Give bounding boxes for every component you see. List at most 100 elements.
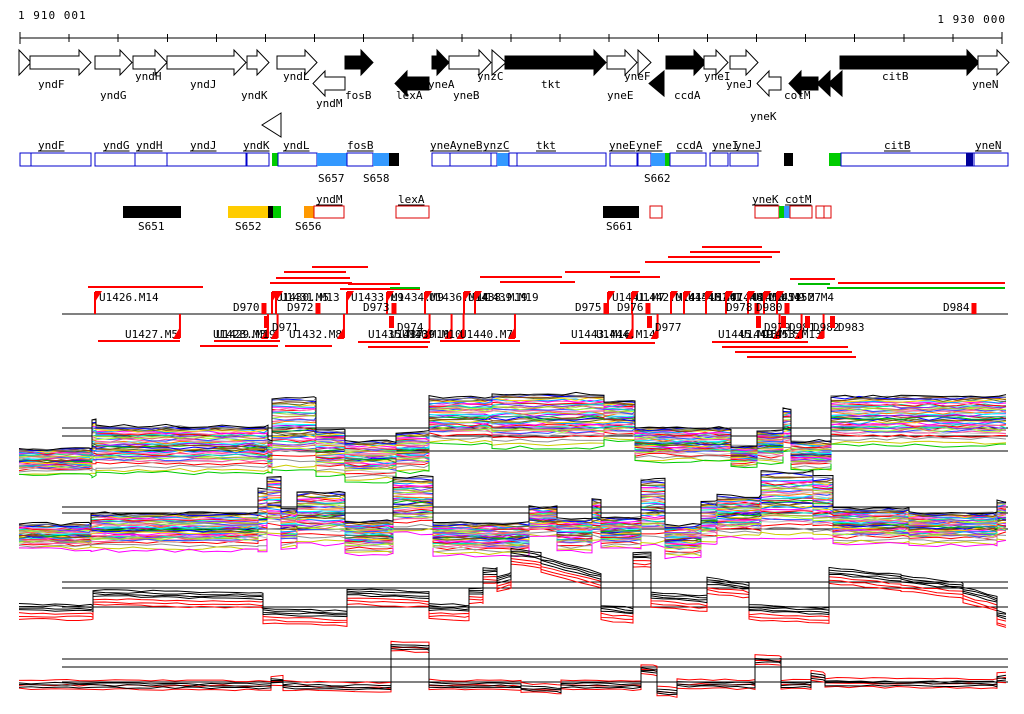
gene-label-yndL[interactable]: yndL [283,70,310,83]
feature-box[interactable] [268,206,273,218]
feature-box[interactable] [273,206,281,218]
region-box[interactable] [508,152,518,167]
region-box[interactable] [431,152,451,167]
gene-arrow-yneF[interactable] [637,48,652,77]
probe-label-D971[interactable]: D971 [272,321,299,334]
probe-label-U1438.M19[interactable]: U1438.M19 [468,291,528,304]
gene-arrow-ccdA[interactable] [665,48,707,77]
gene-label-yndK[interactable]: yndK [241,89,268,102]
probe-label-U1440.M7[interactable]: U1440.M7 [460,328,513,341]
segment-label-S662[interactable]: S662 [644,172,671,185]
probe-label-U1439.M19[interactable]: U1439.M19 [479,291,539,304]
region-label-yndK[interactable]: yndK [243,139,270,152]
gene-label-yneJ[interactable]: yneJ [726,78,753,91]
probe-label-U1436.M14[interactable]: U1436.M14 [429,291,489,304]
region-box[interactable] [651,153,665,166]
probe-label-U1441.M7[interactable]: U1441.M7 [612,291,665,304]
region-box[interactable] [30,152,92,167]
feature-box[interactable] [395,205,430,219]
gene-label-yneE[interactable]: yneE [607,89,634,102]
region-label-ynzC[interactable]: ynzC [483,139,510,152]
feature-box[interactable] [754,205,780,219]
region-box[interactable] [840,152,975,167]
region-label-yndG[interactable]: yndG [103,139,130,152]
region-label-tkt[interactable]: tkt [536,139,556,152]
probe-label-D975[interactable]: D975 [575,301,602,314]
segment-label-S661[interactable]: S661 [606,220,633,233]
region-label-yneI[interactable]: yneI [712,139,739,152]
feature-box[interactable] [649,205,663,219]
segment-label-S658[interactable]: S658 [363,172,390,185]
probe-label-U1439.M10[interactable]: U1439.M10 [402,328,462,341]
gene-arrow-unlabeled[interactable] [18,48,32,77]
gene-arrow-yneN[interactable] [977,48,1010,77]
gene-label-yneK[interactable]: yneK [750,110,777,123]
gene-arrow-yneB[interactable] [448,48,492,77]
region-label-yndH[interactable]: yndH [136,139,163,152]
segment-label-S657[interactable]: S657 [318,172,345,185]
region-box[interactable] [277,152,318,167]
gene-label-yneA[interactable]: yneA [428,78,455,91]
feature-box[interactable] [784,206,790,218]
gene-arrow-ynzC[interactable] [491,48,507,77]
probe-label-U1434.M9[interactable]: U1434.M9 [391,291,444,304]
gene-label-yndM[interactable]: yndM [316,97,343,110]
probe-label-U1437.M10[interactable]: U1437.M10 [390,328,450,341]
region-box[interactable] [709,152,729,167]
region-box[interactable] [729,152,759,167]
gene-arrow-unlabeled[interactable] [827,69,843,98]
gene-arrow-yndF[interactable] [29,48,92,77]
probe-label-D982[interactable]: D982 [813,321,840,334]
probe-label-D970[interactable]: D970 [233,301,260,314]
probe-label-U1427.M5[interactable]: U1427.M5 [125,328,178,341]
region-label-yndF[interactable]: yndF [38,139,65,152]
probe-label-U1442.M14[interactable]: U1442.M14 [636,291,696,304]
gene-arrow-unlabeled[interactable] [648,69,665,98]
probe-label-U1449.M15[interactable]: U1449.M15 [740,328,800,341]
region-box[interactable] [134,152,168,167]
gene-label-yneF[interactable]: yneF [624,70,651,83]
region-label-yndJ[interactable]: yndJ [190,139,217,152]
region-box[interactable] [665,153,670,166]
region-box[interactable] [784,153,793,166]
gene-arrow-cotM[interactable] [788,69,819,98]
gene-label-ynzC[interactable]: ynzC [477,70,504,83]
probe-label-D980[interactable]: D980 [756,301,783,314]
gene-arrow-tkt[interactable] [504,48,607,77]
gene-arrow-yndG[interactable] [94,48,133,77]
gene-label-yneB[interactable]: yneB [453,89,480,102]
region-box[interactable] [516,152,607,167]
region-label-yndL[interactable]: yndL [283,139,310,152]
region-box[interactable] [966,153,973,166]
region-box[interactable] [317,153,347,166]
gene-label-yndG[interactable]: yndG [100,89,127,102]
probe-label-U1432.M8[interactable]: U1432.M8 [289,328,342,341]
probe-label-U1435.M10[interactable]: U1435.M10 [368,328,428,341]
gene-arrow-yneA[interactable] [431,48,450,77]
gene-label-yndH[interactable]: yndH [135,70,162,83]
region-label-yneA[interactable]: yneA [430,139,457,152]
region-box[interactable] [19,152,32,167]
probe-label-D983[interactable]: D983 [838,321,865,334]
feature-label-cotM[interactable]: cotM [785,193,812,206]
region-box[interactable] [669,152,707,167]
probe-label-D973[interactable]: D973 [363,301,390,314]
probe-label-D979[interactable]: D979 [764,321,791,334]
probe-label-U1445.M13[interactable]: U1445.M13 [718,328,778,341]
gene-arrow-yneI[interactable] [703,48,729,77]
gene-arrow-yndJ[interactable] [166,48,247,77]
gene-arrow-unlabeled-triangle[interactable] [261,112,282,138]
region-box[interactable] [637,152,652,167]
region-box[interactable] [389,153,399,166]
gene-arrow-citB[interactable] [839,48,980,77]
probe-label-U1443.M16[interactable]: U1443.M16 [571,328,631,341]
segment-label-S656[interactable]: S656 [295,220,322,233]
region-label-citB[interactable]: citB [884,139,911,152]
probe-label-D981[interactable]: D981 [789,321,816,334]
feature-box[interactable] [603,206,639,218]
gene-arrow-yndH[interactable] [132,48,168,77]
feature-box[interactable] [304,206,314,218]
gene-arrow-yndK[interactable] [246,48,270,77]
probe-label-U1453.M13[interactable]: U1453.M13 [762,328,822,341]
region-label-yneB[interactable]: yneB [456,139,483,152]
